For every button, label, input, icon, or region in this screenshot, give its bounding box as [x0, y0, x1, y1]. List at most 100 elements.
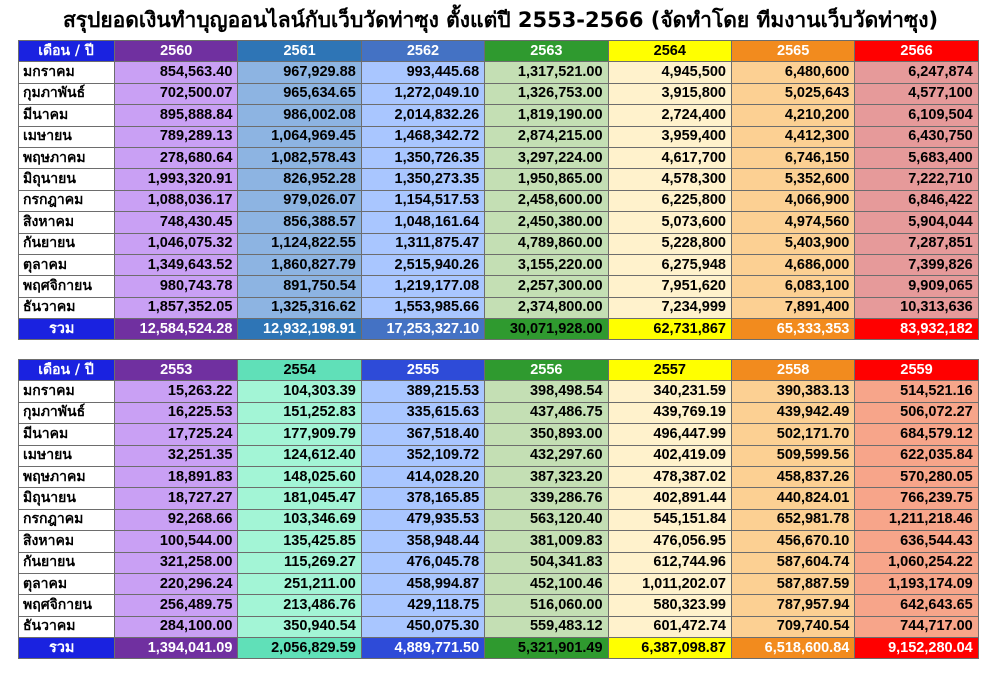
year-header: 2565	[730, 39, 856, 63]
amount-cell: 826,952.28	[237, 168, 362, 191]
total-amount-cell: 5,321,901.49	[484, 637, 609, 660]
amount-cell: 104,303.39	[237, 380, 362, 403]
amount-cell: 545,151.84	[607, 508, 732, 532]
amount-cell: 980,743.78	[113, 275, 239, 298]
header-row: เดือน / ปี 2553 2554 2555 2556 2557 2558 2559	[18, 358, 979, 382]
amount-cell: 5,025,643	[730, 82, 856, 106]
amount-cell: 504,341.83	[484, 551, 609, 574]
amount-cell: 456,670.10	[730, 530, 856, 553]
amount-cell: 1,553,985.66	[360, 296, 486, 320]
amount-cell: 6,247,874	[854, 61, 979, 84]
table-row: พฤษภาคม 278,680.64 1,082,578.43 1,350,726.3…	[18, 146, 979, 170]
amount-cell: 6,746,150	[730, 146, 856, 170]
amount-cell: 352,109.72	[360, 444, 486, 467]
month-label: กุมภาพันธ์	[18, 82, 115, 106]
amount-cell: 502,171.70	[730, 423, 856, 446]
year-header: 2566	[854, 39, 979, 63]
amount-cell: 514,521.16	[854, 380, 979, 403]
amount-cell: 6,275,948	[607, 253, 732, 277]
amount-cell: 476,056.95	[607, 530, 732, 553]
page-title: สรุปยอดเงินทำบุญออนไลน์กับเว็บวัดท่าซุง …	[62, 8, 939, 32]
amount-cell: 3,959,400	[607, 125, 732, 148]
amount-cell: 1,060,254.22	[854, 551, 979, 574]
table-row: มีนาคม 895,888.84 986,002.08 2,014,832.26 1,…	[18, 104, 979, 127]
month-label: มีนาคม	[18, 423, 115, 446]
amount-cell: 387,323.20	[484, 465, 609, 489]
amount-cell: 32,251.35	[113, 444, 239, 467]
amount-cell: 256,489.75	[113, 594, 239, 617]
month-label: พฤศจิกายน	[18, 275, 115, 298]
amount-cell: 390,383.13	[730, 380, 856, 403]
amount-cell: 4,974,560	[730, 211, 856, 234]
month-label: มกราคม	[18, 380, 115, 403]
year-header: 2562	[360, 39, 486, 63]
table-row: มิถุนายน 1,993,320.91 826,952.28 1,350,273.…	[18, 168, 979, 191]
amount-cell: 854,563.40	[113, 61, 239, 84]
amount-cell: 787,957.94	[730, 594, 856, 617]
amount-cell: 2,014,832.26	[360, 104, 486, 127]
year-header: 2558	[730, 358, 856, 382]
amount-cell: 103,346.69	[237, 508, 362, 532]
amount-cell: 9,909,065	[854, 275, 979, 298]
table-row: สิงหาคม 748,430.45 856,388.57 1,048,161.64 2…	[18, 211, 979, 234]
amount-cell: 516,060.00	[484, 594, 609, 617]
amount-cell: 1,349,643.52	[113, 253, 239, 277]
amount-cell: 16,225.53	[113, 401, 239, 425]
amount-cell: 1,993,320.91	[113, 168, 239, 191]
amount-cell: 339,286.76	[484, 487, 609, 510]
total-amount-cell: 83,932,182	[854, 318, 979, 341]
table-row: ตุลาคม 1,349,643.52 1,860,827.79 2,515,940.…	[18, 253, 979, 277]
donation-table-2560-2566: เดือน / ปี 2560 2561 2562 2563 2564 2565 2566 มก…	[18, 39, 979, 341]
amount-cell: 177,909.79	[237, 423, 362, 446]
month-label: เมษายน	[18, 125, 115, 148]
amount-cell: 350,940.54	[237, 615, 362, 639]
amount-cell: 1,857,352.05	[113, 296, 239, 320]
amount-cell: 642,643.65	[854, 594, 979, 617]
month-label: มกราคม	[18, 61, 115, 84]
amount-cell: 414,028.20	[360, 465, 486, 489]
total-amount-cell: 6,518,600.84	[730, 637, 856, 660]
amount-cell: 278,680.64	[113, 146, 239, 170]
amount-cell: 452,100.46	[484, 572, 609, 596]
amount-cell: 1,082,578.43	[237, 146, 362, 170]
month-label: กุมภาพันธ์	[18, 401, 115, 425]
year-header: 2564	[607, 39, 732, 63]
month-label: พฤศจิกายน	[18, 594, 115, 617]
table-row: ตุลาคม 220,296.24 251,211.00 458,994.87 452,…	[18, 572, 979, 596]
month-label: เมษายน	[18, 444, 115, 467]
amount-cell: 10,313,636	[854, 296, 979, 320]
amount-cell: 587,887.59	[730, 572, 856, 596]
month-label: พฤษภาคม	[18, 146, 115, 170]
total-amount-cell: 9,152,280.04	[854, 637, 979, 660]
amount-cell: 744,717.00	[854, 615, 979, 639]
table-row: พฤศจิกายน 980,743.78 891,750.54 1,219,177.0…	[18, 275, 979, 298]
amount-cell: 509,599.56	[730, 444, 856, 467]
table-row: มกราคม 15,263.22 104,303.39 389,215.53 398,4…	[18, 380, 979, 403]
amount-cell: 4,412,300	[730, 125, 856, 148]
amount-cell: 124,612.40	[237, 444, 362, 467]
donation-table-2553-2559: เดือน / ปี 2553 2554 2555 2556 2557 2558 2559 มก…	[18, 358, 979, 660]
amount-cell: 7,891,400	[730, 296, 856, 320]
amount-cell: 1,468,342.72	[360, 125, 486, 148]
amount-cell: 439,769.19	[607, 401, 732, 425]
amount-cell: 321,258.00	[113, 551, 239, 574]
table-row: พฤศจิกายน 256,489.75 213,486.76 429,118.75 5…	[18, 594, 979, 617]
amount-cell: 284,100.00	[113, 615, 239, 639]
amount-cell: 702,500.07	[113, 82, 239, 106]
month-label: กรกฎาคม	[18, 189, 115, 213]
amount-cell: 18,891.83	[113, 465, 239, 489]
amount-cell: 7,951,620	[607, 275, 732, 298]
amount-cell: 856,388.57	[237, 211, 362, 234]
amount-cell: 993,445.68	[360, 61, 486, 84]
amount-cell: 3,915,800	[607, 82, 732, 106]
month-label: ธันวาคม	[18, 615, 115, 639]
table-row: ธันวาคม 284,100.00 350,940.54 450,075.30 559…	[18, 615, 979, 639]
amount-cell: 1,219,177.08	[360, 275, 486, 298]
month-label: กันยายน	[18, 232, 115, 255]
amount-cell: 636,544.43	[854, 530, 979, 553]
amount-cell: 402,891.44	[607, 487, 732, 510]
amount-cell: 7,222,710	[854, 168, 979, 191]
amount-cell: 684,579.12	[854, 423, 979, 446]
amount-cell: 358,948.44	[360, 530, 486, 553]
amount-cell: 5,403,900	[730, 232, 856, 255]
